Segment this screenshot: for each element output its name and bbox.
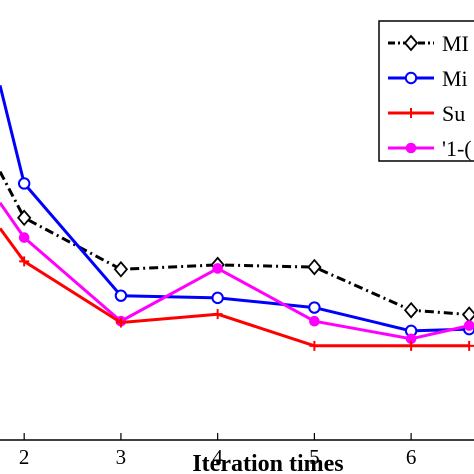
data-point [403,34,419,52]
x-tick-label: 4 [212,445,223,469]
data-point [16,209,32,227]
data-point [406,340,417,351]
legend-label: MI [442,31,469,56]
data-point [463,320,474,331]
data-point [17,177,31,190]
series-2 [0,227,474,351]
data-point [212,263,223,274]
data-point [309,315,320,327]
x-tick-label: 6 [406,445,417,469]
legend-label: Mi [442,66,468,91]
data-point [307,258,322,276]
legend: MI Mi Su '1-( [378,20,474,162]
data-point [308,301,321,314]
x-axis-title: Iteration times [192,451,343,474]
series-layer [0,85,474,351]
x-tick-label: 5 [309,445,320,469]
data-point [212,309,223,320]
data-point [404,71,418,85]
series-line [0,170,470,317]
data-point [115,317,126,328]
data-point [464,340,474,351]
axes: 2 3 4 5 6 [0,433,474,469]
series-3 [0,201,474,345]
data-point [114,289,128,302]
data-point [211,291,224,305]
legend-label: '1-( [442,136,472,161]
data-point [309,340,320,351]
data-point [406,108,416,118]
series-1 [0,85,474,338]
data-point [18,232,30,243]
legend-label: Su [442,101,465,126]
data-point [19,256,30,267]
data-point [403,301,419,319]
data-point [405,142,417,154]
x-tick-label: 3 [116,445,127,469]
data-point [113,260,129,278]
x-tick-label: 2 [19,445,30,469]
data-point [461,306,474,323]
